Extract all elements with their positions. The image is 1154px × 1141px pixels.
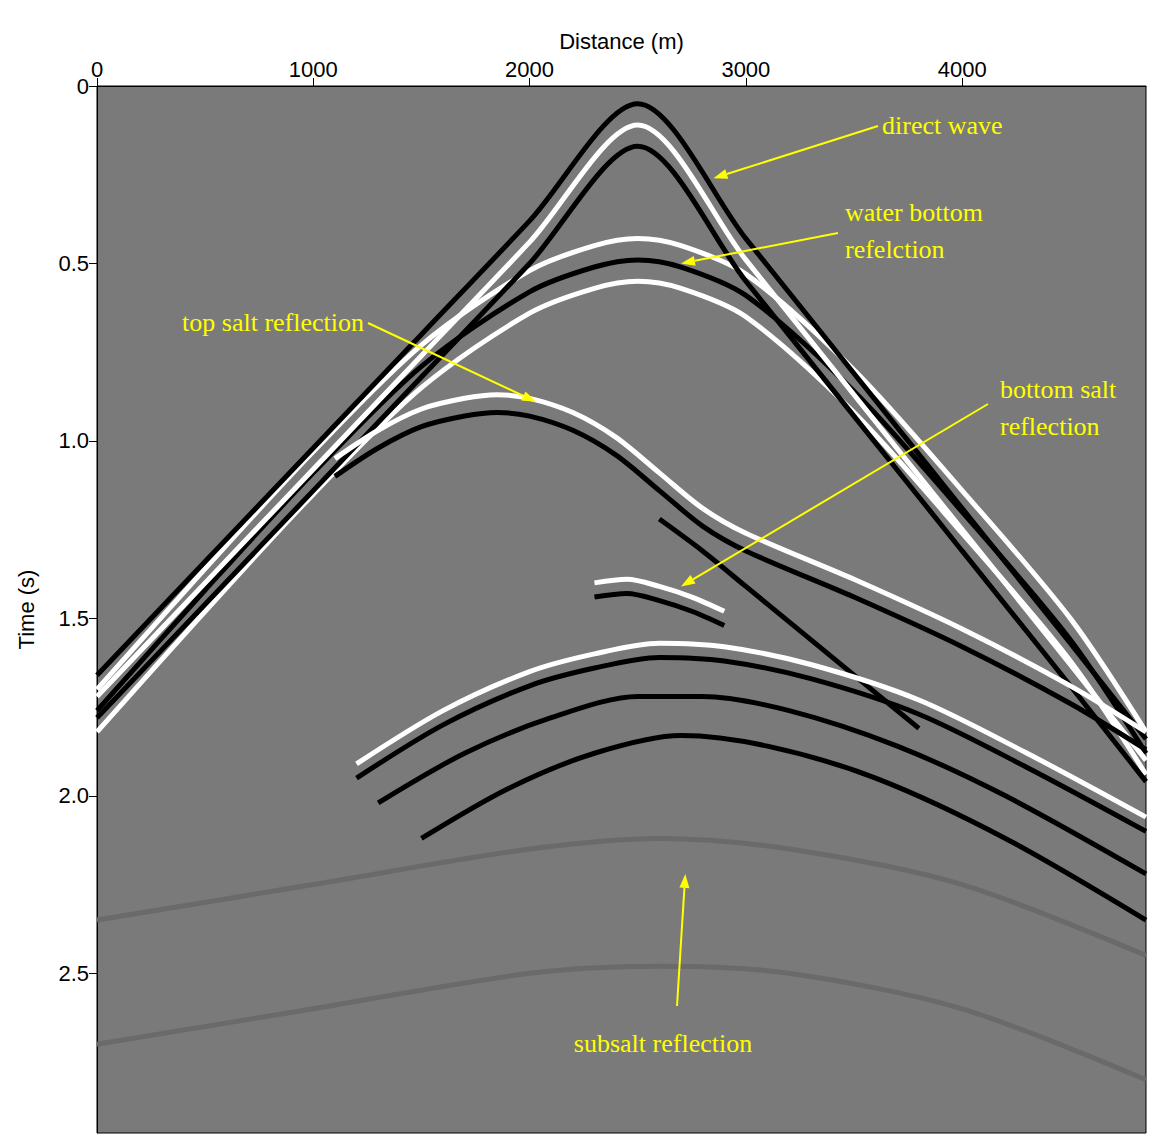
svg-text:bottom salt: bottom salt bbox=[1000, 375, 1117, 404]
svg-text:1.5: 1.5 bbox=[58, 606, 89, 631]
svg-text:direct wave: direct wave bbox=[882, 111, 1003, 140]
svg-text:top salt reflection: top salt reflection bbox=[182, 308, 364, 337]
svg-text:1000: 1000 bbox=[289, 57, 338, 82]
svg-text:Time (s): Time (s) bbox=[14, 570, 39, 650]
svg-text:Distance (m): Distance (m) bbox=[559, 29, 684, 54]
svg-text:refelction: refelction bbox=[845, 235, 945, 264]
svg-text:subsalt reflection: subsalt reflection bbox=[574, 1029, 752, 1058]
svg-text:reflection: reflection bbox=[1000, 412, 1100, 441]
svg-text:0.5: 0.5 bbox=[58, 251, 89, 276]
svg-text:3000: 3000 bbox=[721, 57, 770, 82]
svg-text:2000: 2000 bbox=[505, 57, 554, 82]
svg-text:2.5: 2.5 bbox=[58, 961, 89, 986]
svg-text:0: 0 bbox=[77, 74, 89, 99]
svg-text:water bottom: water bottom bbox=[845, 198, 983, 227]
svg-text:4000: 4000 bbox=[938, 57, 987, 82]
svg-text:1.0: 1.0 bbox=[58, 428, 89, 453]
svg-text:2.0: 2.0 bbox=[58, 783, 89, 808]
svg-text:0: 0 bbox=[91, 57, 103, 82]
